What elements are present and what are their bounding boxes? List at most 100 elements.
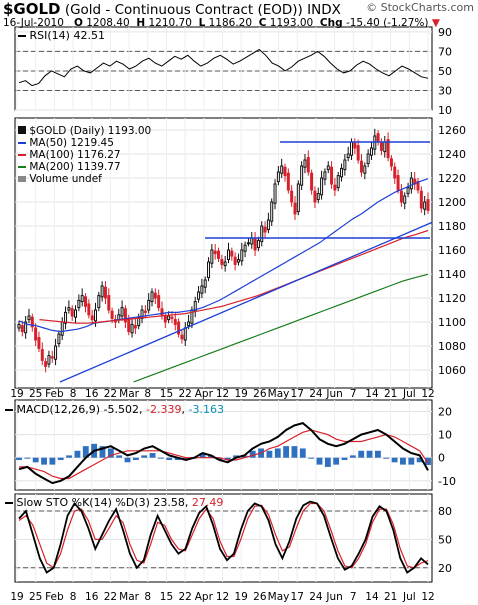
price-candle xyxy=(230,247,234,261)
candle-body xyxy=(84,296,88,307)
price-candle xyxy=(117,308,121,324)
price-candle xyxy=(300,161,304,190)
candle-body xyxy=(50,356,54,359)
candle-body xyxy=(110,310,114,319)
price-candle xyxy=(366,149,370,168)
price-candle xyxy=(100,281,104,302)
macd-signal-line xyxy=(19,429,429,480)
x-tick-label: 7 xyxy=(350,388,357,400)
candle-body xyxy=(386,139,390,159)
price-candle xyxy=(240,242,244,266)
candle-body xyxy=(143,310,147,313)
x-tick-label: 16 xyxy=(85,591,99,603)
candle-body xyxy=(343,159,347,171)
candle-body xyxy=(107,295,111,311)
candle-body xyxy=(60,321,64,336)
price-candle xyxy=(243,241,247,258)
price-candle xyxy=(80,288,84,307)
y-tick-label: 50 xyxy=(438,533,452,546)
macd-histogram-bar xyxy=(249,450,256,458)
y-tick-label: 1260 xyxy=(438,124,466,137)
price-candle xyxy=(137,313,141,330)
candle-body xyxy=(67,307,71,311)
candle-body xyxy=(306,157,310,173)
x-tick-label: 22 xyxy=(104,591,117,603)
price-candle xyxy=(346,146,350,162)
price-candle xyxy=(113,314,117,328)
macd-histogram-bar xyxy=(274,448,281,458)
price-candle xyxy=(313,186,317,208)
x-tick-label: 21 xyxy=(384,591,397,603)
candle-body xyxy=(80,295,84,303)
candle-body xyxy=(57,333,61,345)
quote-date: 16-Jul-2010 xyxy=(3,17,64,29)
candle-body xyxy=(263,226,267,233)
macd-histogram-bar xyxy=(208,455,214,458)
candle-body xyxy=(153,292,157,299)
high-value: 1210.70 xyxy=(148,17,192,29)
chart-header-title: $GOLD (Gold - Continuous Contract (EOD))… xyxy=(3,0,341,18)
candle-body xyxy=(180,334,184,340)
price-candle xyxy=(97,292,101,312)
candle-body xyxy=(117,314,121,321)
candle-body xyxy=(419,190,423,209)
y-tick-label: 80 xyxy=(438,505,452,518)
price-candle xyxy=(246,238,250,247)
x-tick-label: May xyxy=(268,388,290,400)
macd-histogram-bar xyxy=(149,453,156,458)
candle-body xyxy=(316,193,320,201)
candle-body xyxy=(130,323,134,334)
candle-body xyxy=(200,285,204,294)
price-candle xyxy=(180,330,184,344)
x-tick-label: 8 xyxy=(70,388,77,400)
candle-body xyxy=(24,321,28,334)
candle-body xyxy=(90,315,94,321)
x-tick-label: 19 xyxy=(10,388,23,400)
price-candle xyxy=(27,308,31,324)
candle-body xyxy=(163,315,167,323)
candle-body xyxy=(37,337,41,349)
price-candle xyxy=(17,320,21,332)
price-candle xyxy=(293,196,297,220)
candle-body xyxy=(233,256,237,265)
candle-body xyxy=(393,166,397,179)
open-value: 1208.40 xyxy=(86,17,130,29)
macd-histogram-bar xyxy=(416,457,423,463)
y-tick-label: 90 xyxy=(438,26,452,39)
price-candle xyxy=(173,312,177,331)
macd-histogram-bar xyxy=(216,457,223,460)
close-value: 1193.00 xyxy=(269,17,314,29)
sto-swatch xyxy=(5,502,13,504)
macd-histogram-bar xyxy=(99,446,106,458)
price-candle xyxy=(270,198,274,226)
candle-body xyxy=(333,184,337,191)
macd-histogram-bar xyxy=(224,457,231,460)
candle-body xyxy=(240,249,244,262)
price-candle xyxy=(64,306,68,330)
macd-histogram-bar xyxy=(141,455,148,458)
macd-histogram-bar xyxy=(241,455,248,458)
price-candle xyxy=(133,318,137,334)
price-candle xyxy=(303,154,307,174)
candle-body xyxy=(150,291,154,303)
macd-histogram-bar xyxy=(233,455,239,458)
price-candle xyxy=(399,184,403,207)
x-tick-label: 15 xyxy=(160,591,173,603)
macd-histogram-bar xyxy=(107,448,114,458)
candle-body xyxy=(323,171,327,180)
price-candle xyxy=(386,132,390,162)
x-tick-label: 24 xyxy=(309,591,323,603)
x-tick-label: 17 xyxy=(291,591,304,603)
price-candle xyxy=(280,158,284,178)
price-candle xyxy=(369,142,373,160)
x-tick-label: 17 xyxy=(291,388,304,400)
candle-body xyxy=(336,175,340,189)
x-tick-label: 12 xyxy=(216,388,229,400)
candle-body xyxy=(64,311,68,324)
ma200-legend-item: MA(200) 1139.77 xyxy=(18,161,151,173)
price-candle xyxy=(409,172,413,194)
ma100-legend-item: MA(100) 1176.27 xyxy=(18,149,151,161)
candle-body xyxy=(376,133,380,143)
candle-body xyxy=(20,325,24,333)
price-candle xyxy=(403,192,407,210)
